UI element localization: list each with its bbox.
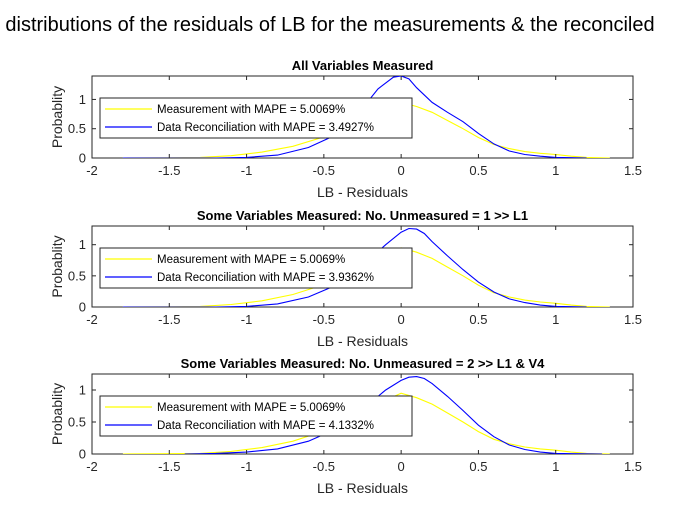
x-tick-label: -1.5: [158, 312, 180, 327]
legend: Measurement with MAPE = 5.0069% Data Reco…: [99, 247, 413, 289]
legend-box: [99, 395, 413, 437]
subplot-3: Some Variables Measured: No. Unmeasured …: [49, 356, 642, 496]
x-tick-label: 1.5: [624, 312, 642, 327]
measurement-curve: [122, 247, 610, 307]
x-tick-label: 0.5: [469, 163, 487, 178]
x-tick-label: -1: [241, 312, 253, 327]
subplot-2: Some Variables Measured: No. Unmeasured …: [49, 208, 642, 349]
x-tick-label: 1.5: [624, 163, 642, 178]
plot-title: All Variables Measured: [292, 58, 434, 73]
x-axis-label: LB - Residuals: [317, 333, 408, 349]
y-tick-label: 0.5: [68, 121, 86, 136]
subplots: All Variables Measured -2 -1.5 -1 -0.5 0 0.5 1 1…: [49, 58, 642, 496]
x-tick-label: -1: [241, 163, 253, 178]
x-tick-label: -2: [86, 459, 98, 474]
y-tick-label: 1: [79, 92, 86, 107]
x-tick-label: -1: [241, 459, 253, 474]
y-tick-label: 0: [79, 300, 86, 315]
reconciliation-curve: [184, 376, 603, 454]
y-tick-label: 0.5: [68, 415, 86, 430]
x-tick-label: 1: [552, 312, 559, 327]
y-axis-label: Probablity: [49, 86, 65, 148]
y-tick-label: 1: [79, 383, 86, 398]
x-tick-label: -1.5: [158, 459, 180, 474]
reconciliation-curve: [122, 227, 587, 307]
legend-entry: Data Reconciliation with MAPE = 3.4927%: [157, 122, 374, 134]
subplot-1: All Variables Measured -2 -1.5 -1 -0.5 0 0.5 1 1…: [49, 58, 642, 200]
legend-entry: Data Reconciliation with MAPE = 4.1332%: [157, 420, 374, 432]
y-tick-label: 0: [79, 447, 86, 462]
y-tick-label: 1: [79, 237, 86, 252]
plot-title: Some Variables Measured: No. Unmeasured …: [197, 208, 528, 223]
plot-title: Some Variables Measured: No. Unmeasured …: [181, 356, 546, 371]
x-tick-label: -0.5: [313, 459, 335, 474]
y-tick-label: 0.5: [68, 268, 86, 283]
x-tick-label: 1: [552, 459, 559, 474]
x-tick-label: 0: [398, 459, 405, 474]
x-tick-label: 1: [552, 163, 559, 178]
legend-box: [99, 97, 413, 139]
legend-entry: Measurement with MAPE = 5.0069%: [157, 104, 345, 116]
x-tick-label: -2: [86, 163, 98, 178]
y-axis-label: Probablity: [49, 383, 65, 445]
reconciliation-curve: [122, 76, 587, 158]
x-axis-label: LB - Residuals: [317, 480, 408, 496]
legend-entry: Data Reconciliation with MAPE = 3.9362%: [157, 272, 374, 284]
x-tick-label: 0.5: [469, 459, 487, 474]
x-tick-label: -0.5: [313, 163, 335, 178]
measurement-curve: [122, 392, 610, 454]
legend-entry: Measurement with MAPE = 5.0069%: [157, 254, 345, 266]
figure-suptitle: distributions of the residuals of LB for…: [5, 14, 654, 36]
legend-box: [99, 247, 413, 289]
legend: Measurement with MAPE = 5.0069% Data Reco…: [99, 395, 413, 437]
x-tick-label: -0.5: [313, 312, 335, 327]
x-tick-label: 0: [398, 163, 405, 178]
y-axis-label: Probablity: [49, 235, 65, 297]
x-tick-label: 1.5: [624, 459, 642, 474]
x-tick-label: -1.5: [158, 163, 180, 178]
legend-entry: Measurement with MAPE = 5.0069%: [157, 402, 345, 414]
x-tick-label: -2: [86, 312, 98, 327]
x-tick-label: 0: [398, 312, 405, 327]
x-tick-label: 0.5: [469, 312, 487, 327]
measurement-curve: [122, 101, 610, 158]
x-axis-label: LB - Residuals: [317, 184, 408, 200]
legend: Measurement with MAPE = 5.0069% Data Reco…: [99, 97, 413, 139]
y-tick-label: 0: [79, 151, 86, 166]
